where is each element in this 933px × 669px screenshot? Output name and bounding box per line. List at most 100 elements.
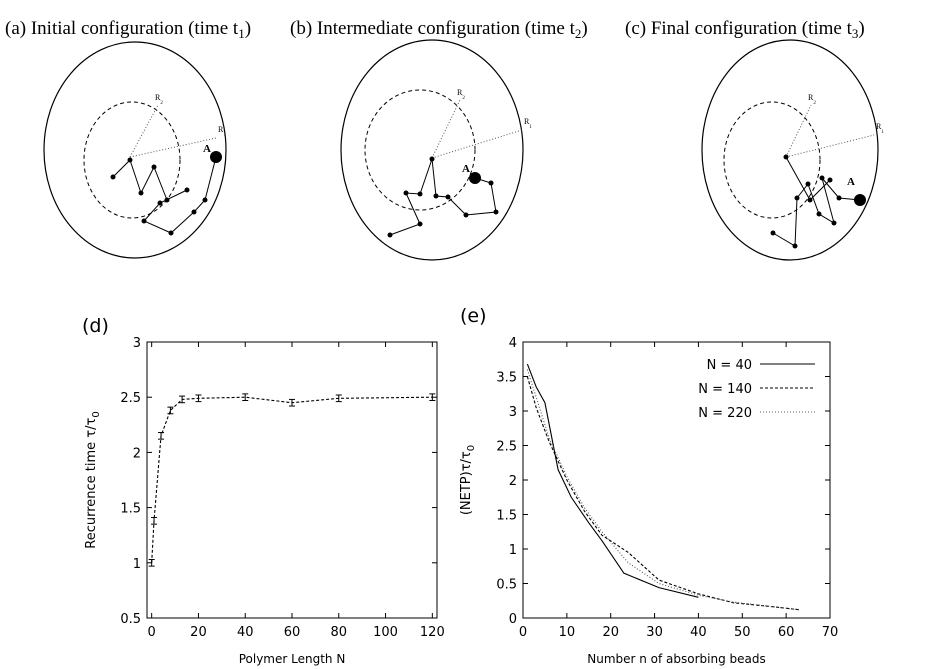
y-axis-label-sub: 0 xyxy=(466,445,477,451)
bead-label: A xyxy=(462,163,470,175)
y-tick-label: 4 xyxy=(509,336,517,351)
bead xyxy=(403,190,409,196)
y-tick-label: 3 xyxy=(133,336,141,351)
x-tick-label: 20 xyxy=(190,625,207,640)
bead xyxy=(836,195,842,201)
x-tick-label: 80 xyxy=(331,625,348,640)
panel-title-sub: 2 xyxy=(575,26,582,41)
data-line xyxy=(526,363,699,598)
bead-a xyxy=(469,172,481,184)
bead-a xyxy=(210,151,222,163)
bead xyxy=(127,157,133,163)
bead xyxy=(141,218,147,224)
r1-label-main: R xyxy=(524,117,530,126)
legend-label: N = 140 xyxy=(698,382,752,397)
r1-label-main: R xyxy=(876,122,882,131)
bead xyxy=(770,230,776,236)
panel-title-sub: 3 xyxy=(852,26,859,41)
r1-label-main: R xyxy=(218,125,224,134)
bead xyxy=(151,164,157,170)
x-tick-label: 0 xyxy=(519,625,527,640)
y-axis-label: (NETP)τ/τ0 xyxy=(459,445,477,515)
y-tick-label: 2 xyxy=(133,446,141,461)
legend-label: N = 220 xyxy=(698,406,752,421)
r2-label-sub: 2 xyxy=(160,101,163,106)
x-tick-label: 60 xyxy=(284,625,301,640)
x-tick-label: 50 xyxy=(734,625,751,640)
r2-label: R2 xyxy=(808,93,816,106)
r1-label-sub: 1 xyxy=(881,130,884,135)
bead xyxy=(417,191,423,197)
radius-r2 xyxy=(785,104,812,158)
r1-label: R1 xyxy=(524,117,532,130)
y-tick-label: 0 xyxy=(509,612,517,627)
y-tick-label: 0.5 xyxy=(120,612,141,627)
bead xyxy=(417,221,423,227)
r2-label-sub: 2 xyxy=(462,96,465,101)
bead xyxy=(807,197,813,203)
y-tick-label: 1 xyxy=(509,543,517,558)
data-line xyxy=(151,396,433,563)
x-tick-label: 70 xyxy=(822,625,839,640)
outer-circle xyxy=(340,39,524,261)
y-tick-label: 0.5 xyxy=(496,578,517,593)
inner-circle xyxy=(83,101,181,219)
bead xyxy=(827,177,833,183)
y-tick-label: 2.5 xyxy=(496,440,517,455)
r1-label: R1 xyxy=(218,125,226,138)
panel-title-main: (a) Initial configuration (time t xyxy=(5,18,239,39)
radius-r2 xyxy=(129,104,159,158)
x-tick-label: 40 xyxy=(237,625,254,640)
panel-title-rest: ) xyxy=(858,18,864,39)
radius-r1 xyxy=(431,129,523,159)
bead xyxy=(157,200,163,206)
bead xyxy=(819,175,825,181)
x-tick-label: 10 xyxy=(559,625,576,640)
panel-title: (b) Intermediate configuration (time t2) xyxy=(290,18,588,41)
bead xyxy=(783,154,789,160)
bead-label: A xyxy=(847,176,855,188)
bead xyxy=(792,243,798,249)
r2-label: R2 xyxy=(155,93,163,106)
panel-title: (c) Final configuration (time t3) xyxy=(625,18,865,41)
panel-label: (e) xyxy=(460,305,487,327)
bead xyxy=(493,209,499,215)
x-axis-label: Polymer Length N xyxy=(239,652,346,666)
x-tick-label: 20 xyxy=(602,625,619,640)
polymer-chain xyxy=(389,158,497,236)
radius-r1 xyxy=(785,134,875,158)
bead xyxy=(831,220,837,226)
r2-label: R2 xyxy=(457,88,465,101)
y-tick-label: 2 xyxy=(509,474,517,489)
panel-title-rest: ) xyxy=(581,18,587,39)
r1-label-sub: 1 xyxy=(529,125,532,130)
r2-label-sub: 2 xyxy=(813,101,816,106)
legend-label: N = 40 xyxy=(707,358,752,373)
outer-circle xyxy=(701,39,879,261)
x-tick-label: 40 xyxy=(690,625,707,640)
bead xyxy=(794,195,800,201)
y-tick-label: 2.5 xyxy=(120,391,141,406)
plot-frame xyxy=(522,341,831,619)
y-axis-label: Recurrence time τ/τ0 xyxy=(84,411,102,548)
polymer-chain xyxy=(772,177,861,247)
r1-label: R1 xyxy=(876,122,884,135)
radius-r2 xyxy=(431,99,461,159)
bead xyxy=(387,232,393,238)
panel-title-rest: ) xyxy=(245,18,251,39)
y-tick-label: 1.5 xyxy=(496,509,517,524)
bead xyxy=(429,156,435,162)
panel-title-sub: 1 xyxy=(238,26,245,41)
bead-label: A xyxy=(203,143,211,155)
bead-a xyxy=(854,194,866,206)
x-axis-label: Number n of absorbing beads xyxy=(587,652,766,666)
y-tick-label: 3.5 xyxy=(496,371,517,386)
panel-title: (a) Initial configuration (time t1) xyxy=(5,18,251,41)
inner-circle xyxy=(364,89,476,211)
y-axis-label-main: Recurrence time τ/τ xyxy=(84,417,99,548)
r2-label-main: R xyxy=(808,93,814,102)
bead xyxy=(191,209,197,215)
bead xyxy=(463,212,469,218)
y-axis-label-main: (NETP)τ/τ xyxy=(459,451,474,515)
y-tick-label: 1 xyxy=(133,557,141,572)
